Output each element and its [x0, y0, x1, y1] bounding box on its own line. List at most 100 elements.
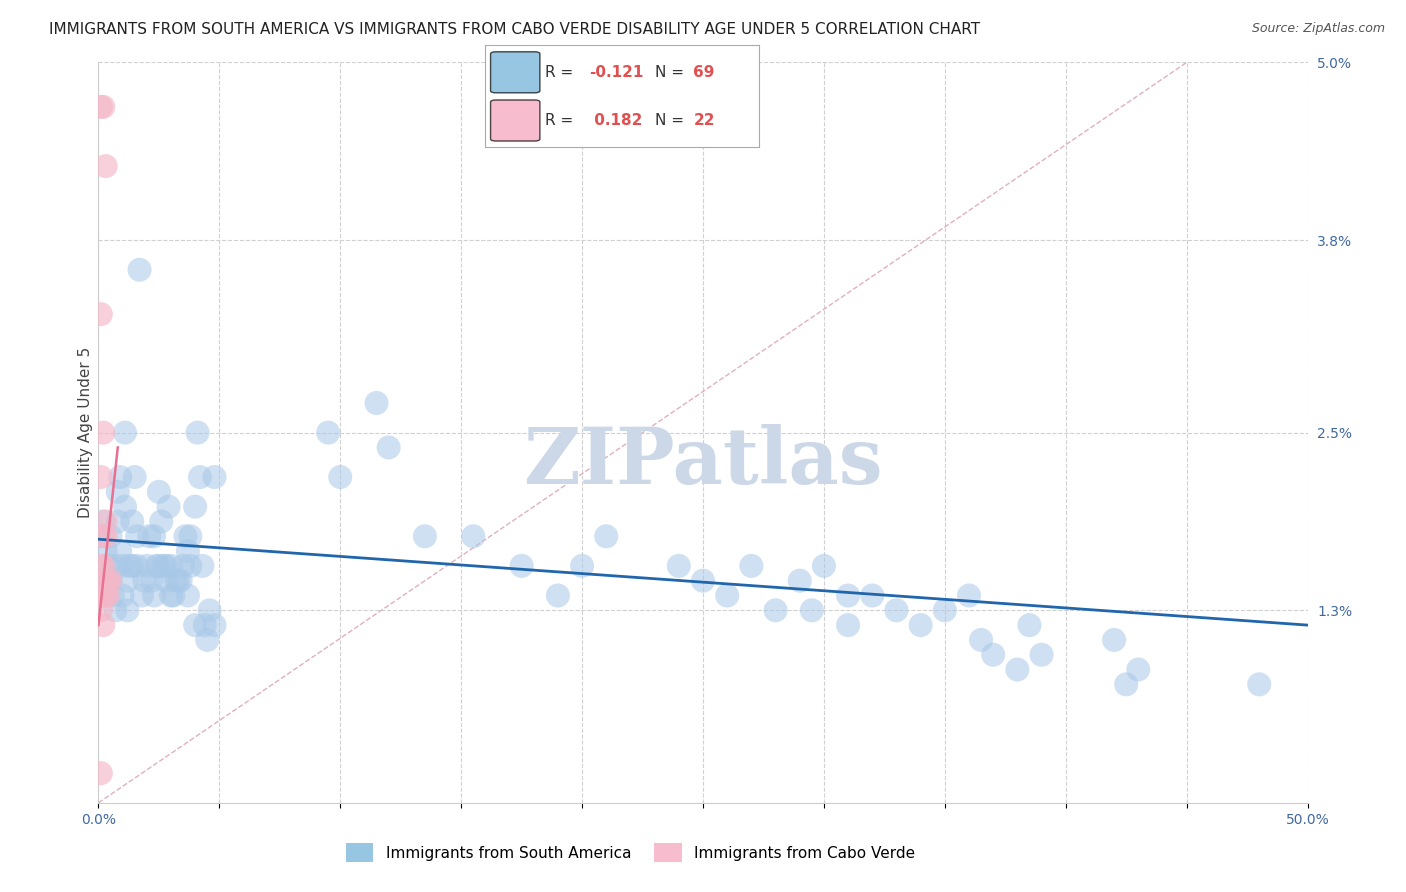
- Point: [1128, 663, 1150, 677]
- Point: [571, 558, 593, 573]
- Point: [547, 589, 569, 603]
- Point: [91, 425, 114, 440]
- Point: [94, 574, 117, 588]
- Point: [97, 558, 120, 573]
- Text: 0.182: 0.182: [589, 113, 643, 128]
- Point: [121, 558, 143, 573]
- Point: [187, 425, 209, 440]
- Point: [90, 529, 112, 543]
- Point: [463, 529, 485, 543]
- Point: [131, 589, 153, 603]
- Point: [165, 574, 187, 588]
- Point: [114, 500, 136, 514]
- Point: [148, 558, 170, 573]
- Point: [155, 574, 177, 588]
- Point: [100, 574, 122, 588]
- Point: [377, 441, 399, 455]
- Point: [135, 558, 157, 573]
- Point: [1115, 677, 1137, 691]
- Point: [90, 307, 112, 321]
- Point: [91, 529, 114, 543]
- Point: [957, 589, 980, 603]
- Point: [108, 544, 131, 558]
- Point: [143, 529, 166, 543]
- Point: [101, 589, 124, 603]
- Point: [90, 603, 112, 617]
- Point: [111, 558, 134, 573]
- Point: [910, 618, 932, 632]
- Point: [90, 589, 112, 603]
- Point: [90, 558, 112, 573]
- Point: [91, 558, 114, 573]
- Point: [128, 262, 150, 277]
- Y-axis label: Disability Age Under 5: Disability Age Under 5: [77, 347, 93, 518]
- Point: [179, 529, 201, 543]
- Point: [90, 766, 112, 780]
- Point: [91, 515, 114, 529]
- Point: [118, 558, 141, 573]
- FancyBboxPatch shape: [491, 100, 540, 141]
- Point: [97, 589, 120, 603]
- Point: [765, 603, 787, 617]
- Point: [510, 558, 533, 573]
- Point: [595, 529, 617, 543]
- Point: [155, 558, 177, 573]
- Legend: Immigrants from South America, Immigrants from Cabo Verde: Immigrants from South America, Immigrant…: [346, 843, 915, 862]
- Point: [184, 500, 207, 514]
- Point: [1249, 677, 1271, 691]
- Point: [117, 574, 139, 588]
- Point: [366, 396, 388, 410]
- Text: R =: R =: [546, 65, 578, 79]
- Point: [886, 603, 908, 617]
- Point: [121, 515, 143, 529]
- Point: [860, 589, 883, 603]
- Point: [813, 558, 835, 573]
- Point: [198, 603, 221, 617]
- Point: [145, 558, 167, 573]
- Text: ZIPatlas: ZIPatlas: [523, 425, 883, 500]
- Point: [104, 558, 127, 573]
- Point: [150, 515, 173, 529]
- Point: [90, 100, 112, 114]
- Point: [94, 529, 117, 543]
- Point: [188, 470, 211, 484]
- Point: [177, 544, 200, 558]
- Point: [127, 529, 149, 543]
- Text: R =: R =: [546, 113, 578, 128]
- Point: [740, 558, 762, 573]
- Point: [177, 589, 200, 603]
- Text: Source: ZipAtlas.com: Source: ZipAtlas.com: [1251, 22, 1385, 36]
- Point: [94, 589, 117, 603]
- Point: [108, 470, 131, 484]
- Point: [143, 589, 166, 603]
- Point: [195, 632, 218, 647]
- Point: [162, 589, 184, 603]
- Text: 22: 22: [693, 113, 714, 128]
- Point: [94, 515, 117, 529]
- Point: [90, 574, 112, 588]
- Point: [157, 500, 180, 514]
- Point: [174, 529, 197, 543]
- Point: [204, 618, 226, 632]
- Point: [329, 470, 352, 484]
- Text: N =: N =: [655, 113, 689, 128]
- Point: [970, 632, 993, 647]
- Point: [90, 470, 112, 484]
- Point: [117, 603, 139, 617]
- Point: [97, 574, 120, 588]
- Point: [107, 515, 129, 529]
- Point: [148, 484, 170, 499]
- Point: [837, 618, 859, 632]
- Point: [204, 470, 226, 484]
- Point: [107, 484, 129, 499]
- Point: [1031, 648, 1053, 662]
- Point: [1007, 663, 1029, 677]
- Point: [172, 558, 194, 573]
- Point: [184, 618, 207, 632]
- Point: [837, 589, 859, 603]
- FancyBboxPatch shape: [491, 52, 540, 93]
- Point: [91, 618, 114, 632]
- Text: IMMIGRANTS FROM SOUTH AMERICA VS IMMIGRANTS FROM CABO VERDE DISABILITY AGE UNDER: IMMIGRANTS FROM SOUTH AMERICA VS IMMIGRA…: [49, 22, 980, 37]
- Point: [413, 529, 436, 543]
- Point: [981, 648, 1004, 662]
